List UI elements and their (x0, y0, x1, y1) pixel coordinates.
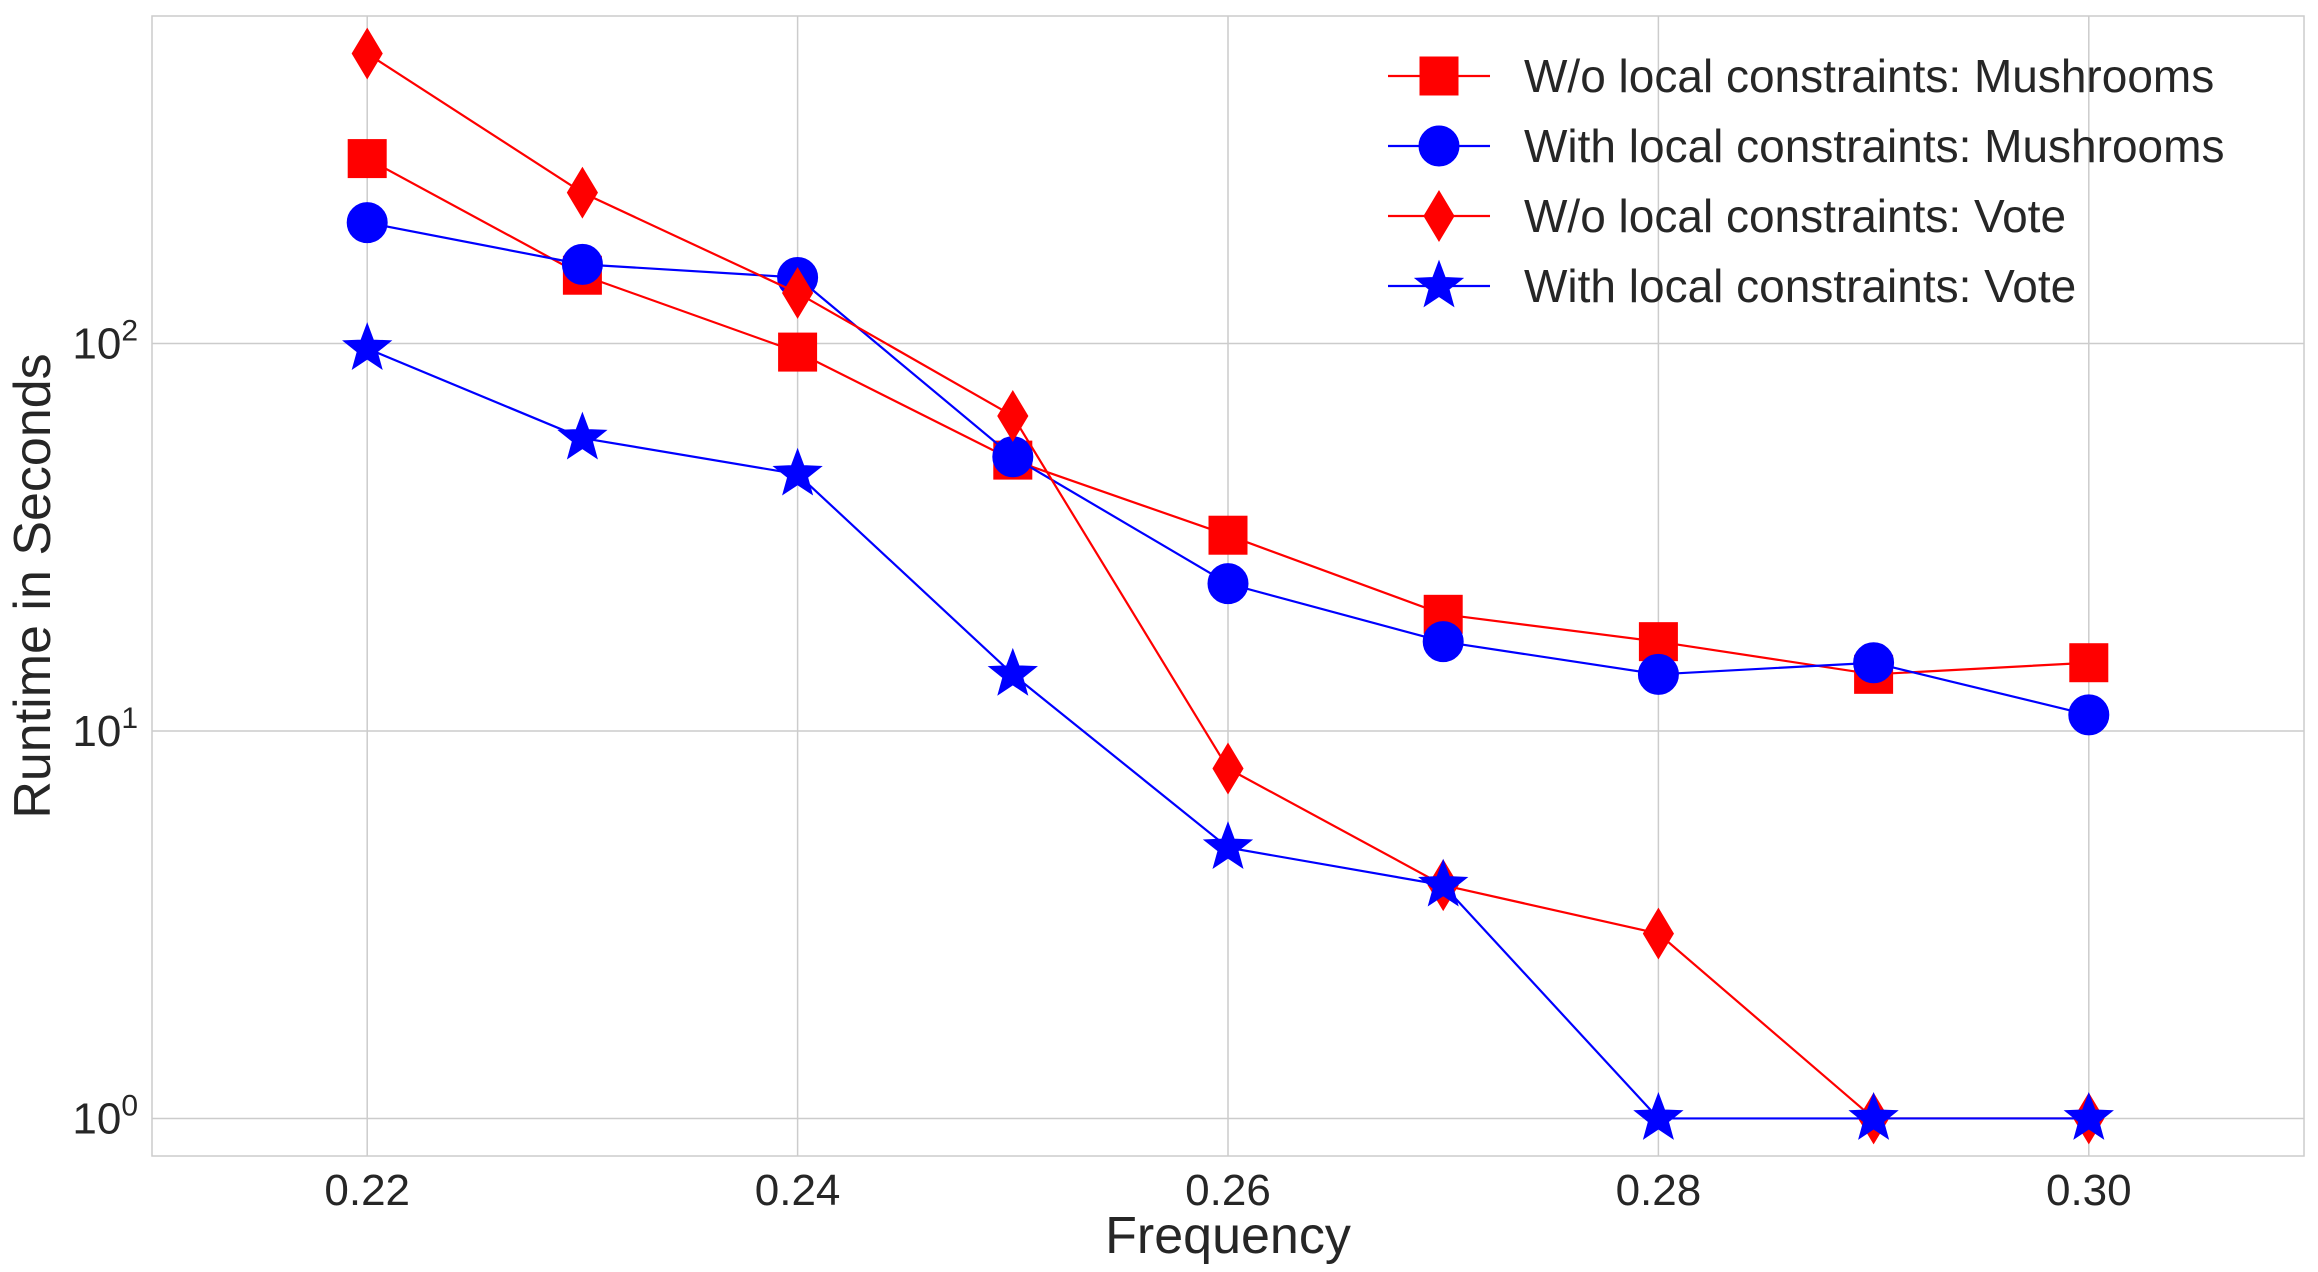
series-layer (342, 27, 2114, 1145)
data-point-star (1202, 821, 1254, 869)
legend-item: With local constraints: Vote (1388, 259, 2076, 312)
legend-marker-star (1413, 259, 1465, 308)
data-point-star (1848, 1092, 1899, 1140)
plot-frame (151, 15, 2305, 1157)
x-axis-title: Frequency (1105, 1207, 1351, 1265)
x-tick-label: 0.26 (1185, 1166, 1271, 1215)
data-point-square (778, 332, 818, 372)
y-tick-exponent: 2 (121, 314, 138, 347)
data-point-star (987, 647, 1038, 696)
y-tick-base: 10 (72, 1094, 121, 1143)
data-point-star (772, 447, 823, 496)
data-point-circle (1422, 621, 1464, 663)
x-tick-label: 0.22 (324, 1166, 410, 1215)
y-tick-label: 102 (72, 314, 138, 368)
x-tick-label: 0.24 (755, 1166, 841, 1215)
legend-label: W/o local constraints: Mushrooms (1524, 50, 2214, 102)
legend-marker-circle (1418, 125, 1460, 167)
legend-label: With local constraints: Mushrooms (1524, 120, 2224, 172)
data-point-diamond (1212, 742, 1244, 795)
data-point-diamond (782, 266, 814, 319)
data-point-circle (1853, 642, 1895, 684)
data-point-diamond (351, 27, 383, 80)
data-point-diamond (566, 166, 598, 219)
legend-marker-square (1419, 56, 1459, 96)
data-point-diamond (1642, 907, 1674, 960)
data-point-star (557, 411, 608, 460)
y-tick-exponent: 1 (121, 702, 138, 735)
legend-item: W/o local constraints: Mushrooms (1388, 50, 2214, 102)
data-point-star (342, 322, 393, 370)
legend-item: W/o local constraints: Vote (1388, 190, 2066, 242)
data-point-star (1418, 858, 1469, 907)
data-point-diamond (997, 389, 1029, 442)
legend-marker-diamond (1423, 190, 1455, 242)
y-tick-base: 10 (72, 319, 121, 368)
data-point-star (1633, 1092, 1684, 1140)
y-axis-title: Runtime in Seconds (4, 353, 62, 818)
series-3 (342, 322, 2114, 1140)
legend-label: W/o local constraints: Vote (1524, 190, 2066, 242)
data-point-square (347, 139, 387, 179)
data-point-square (1208, 515, 1248, 555)
data-point-circle (346, 202, 388, 244)
data-point-star (2063, 1092, 2114, 1140)
data-point-circle (2068, 694, 2110, 736)
data-point-circle (561, 243, 603, 285)
legend-label: With local constraints: Vote (1524, 260, 2076, 312)
legend-item: With local constraints: Mushrooms (1388, 120, 2224, 172)
legend: W/o local constraints: Mushrooms With loc… (1388, 50, 2224, 312)
data-point-circle (992, 436, 1034, 478)
y-tick-label: 101 (72, 702, 138, 756)
data-point-square (2069, 643, 2109, 683)
y-tick-label: 100 (72, 1089, 138, 1143)
y-tick-exponent: 0 (121, 1089, 138, 1122)
x-tick-label: 0.28 (1616, 1166, 1702, 1215)
x-tick-label: 0.30 (2046, 1166, 2132, 1215)
data-point-circle (1637, 653, 1679, 695)
y-tick-base: 10 (72, 707, 121, 756)
data-point-circle (1207, 563, 1249, 605)
